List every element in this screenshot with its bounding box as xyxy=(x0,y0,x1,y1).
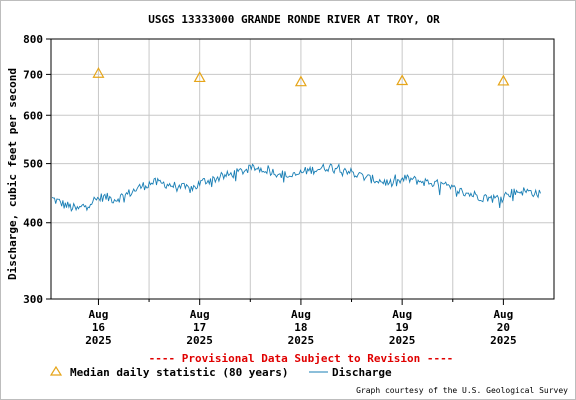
legend-median-label: Median daily statistic (80 years) xyxy=(70,366,289,379)
x-tick-label: 18 xyxy=(294,321,307,334)
grid-lines xyxy=(51,38,554,300)
y-tick-label: 600 xyxy=(23,109,43,122)
y-tick-label: 700 xyxy=(23,68,43,81)
y-tick-labels: 300 400 500 600 700 800 xyxy=(23,33,51,306)
x-tick-label: Aug xyxy=(392,308,412,321)
median-marker xyxy=(294,75,307,87)
median-marker xyxy=(396,74,409,86)
chart-title: USGS 13333000 GRANDE RONDE RIVER AT TROY… xyxy=(148,13,440,26)
y-tick-label: 500 xyxy=(23,158,43,171)
x-tick-label: 17 xyxy=(193,321,206,334)
median-marker xyxy=(497,74,510,86)
x-tick-label: 20 xyxy=(497,321,510,334)
x-tick-label: Aug xyxy=(493,308,513,321)
y-tick-label: 800 xyxy=(23,33,43,46)
y-tick-label: 300 xyxy=(23,293,43,306)
x-tick-label: 2025 xyxy=(389,334,416,347)
x-tick-label: 2025 xyxy=(490,334,517,347)
x-tick-label: 19 xyxy=(396,321,409,334)
provisional-note: ---- Provisional Data Subject to Revisio… xyxy=(149,352,454,365)
median-series xyxy=(92,67,510,87)
plot-area-border xyxy=(50,38,555,300)
x-tick-label: 2025 xyxy=(288,334,315,347)
y-tick-label: 400 xyxy=(23,217,43,230)
x-tick-label: 2025 xyxy=(85,334,112,347)
median-marker xyxy=(193,71,206,83)
x-tick-label: 2025 xyxy=(186,334,213,347)
discharge-series xyxy=(51,162,541,212)
legend-discharge-label: Discharge xyxy=(332,366,392,379)
credit-text: Graph courtesy of the U.S. Geological Su… xyxy=(356,386,568,395)
x-tick-label: Aug xyxy=(190,308,210,321)
y-axis-label: Discharge, cubic feet per second xyxy=(6,68,19,280)
legend-median-marker-icon xyxy=(49,365,63,376)
discharge-line xyxy=(51,162,541,212)
x-tick-label: Aug xyxy=(89,308,109,321)
x-tick-labels: Aug162025Aug172025Aug182025Aug192025Aug2… xyxy=(85,299,517,347)
legend: Median daily statistic (80 years) Discha… xyxy=(49,365,392,379)
x-tick-label: 16 xyxy=(92,321,106,334)
x-tick-label: Aug xyxy=(291,308,311,321)
median-marker xyxy=(92,67,105,78)
